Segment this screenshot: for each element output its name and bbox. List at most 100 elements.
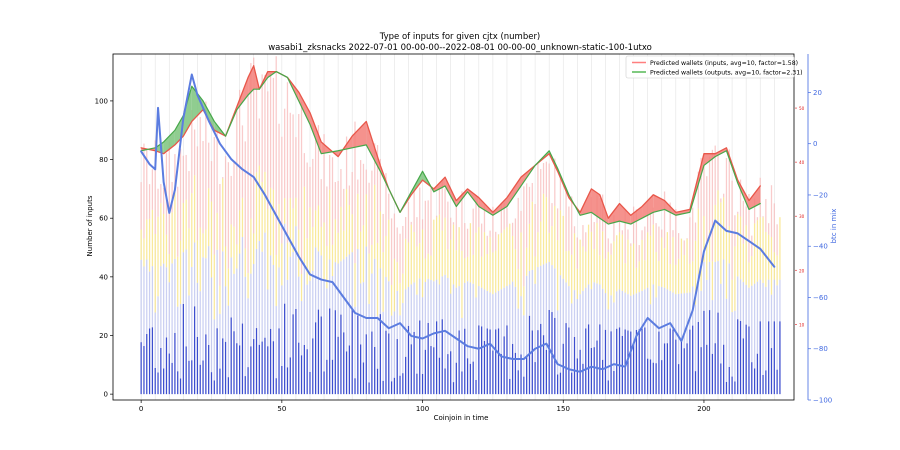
inputs-excess-fill (506, 177, 522, 207)
bar-segment (368, 253, 370, 304)
bar-segment (568, 206, 570, 251)
y-tick-label: 60 (99, 215, 108, 223)
bar-segment (284, 108, 286, 199)
bar-segment (154, 233, 156, 313)
bar-segment (193, 175, 196, 243)
bar-segment (227, 305, 230, 378)
bar-segment (571, 372, 573, 395)
bar-segment (163, 214, 165, 264)
bar-segment (680, 340, 683, 395)
bar-segment (762, 217, 764, 283)
bar-segment (309, 166, 311, 208)
bar-segment (216, 249, 218, 329)
bar-segment (745, 324, 747, 395)
bar-segment (441, 319, 443, 395)
bar-segment (759, 177, 761, 218)
bar-segment (286, 82, 289, 243)
bar-segment (607, 380, 609, 395)
bar-segment (641, 290, 643, 329)
bar-segment (717, 261, 719, 313)
bar-segment (692, 325, 694, 395)
bar-segment (281, 365, 283, 395)
bar-segment (458, 286, 460, 331)
bar-segment (503, 336, 505, 395)
bar-segment (658, 331, 660, 395)
bar-segment (146, 219, 148, 260)
bar-segment (737, 276, 739, 320)
bar-segment (182, 252, 184, 304)
bar-segment (596, 283, 598, 341)
y-tick-label: 40 (99, 273, 108, 281)
bar-segment (236, 244, 238, 269)
bar-segment (233, 331, 235, 395)
bar-segment (402, 273, 404, 304)
bar-segment (739, 179, 742, 217)
bar-segment (658, 286, 660, 332)
bar-segment (514, 249, 517, 287)
inputs-excess-fill (748, 185, 761, 210)
bar-segment (230, 257, 232, 318)
bar-segment (295, 308, 297, 395)
bar-segment (329, 259, 331, 309)
bar-segment (269, 328, 272, 395)
bar-segment (345, 351, 348, 395)
bar-segment (534, 283, 536, 363)
bar-segment (689, 329, 691, 395)
bar-segment (739, 216, 742, 280)
bar-segment (503, 287, 505, 337)
bar-segment (444, 274, 446, 369)
bar-segment (374, 258, 376, 347)
bar-segment (649, 212, 652, 236)
bar-segment (435, 321, 438, 395)
bar-segment (329, 189, 331, 260)
bar-segment (478, 204, 480, 228)
bar-segment (165, 234, 168, 268)
bar-segment (247, 273, 249, 299)
bar-segment (213, 319, 215, 381)
bar-segment (306, 162, 308, 239)
bar-segment (182, 303, 184, 395)
bar-segment (250, 346, 252, 395)
bar-segment (478, 325, 480, 395)
bar-segment (289, 198, 291, 257)
bar-segment (393, 311, 396, 378)
bar-segment (483, 204, 486, 233)
bar-segment (289, 112, 291, 199)
bar-segment (447, 249, 449, 279)
bar-segment (314, 138, 317, 211)
bar-segment (559, 210, 562, 276)
bar-segment (582, 363, 584, 395)
bar-segment (374, 143, 376, 185)
bar-segment (452, 382, 455, 395)
bar-segment (360, 160, 362, 232)
bar-segment (658, 226, 660, 262)
bar-segment (602, 231, 604, 289)
plot-frame (112, 53, 795, 401)
bar-segment (672, 292, 674, 330)
bar-segment (368, 303, 370, 383)
bar-segment (579, 239, 581, 295)
bar-segment (393, 258, 396, 312)
bar-segment (210, 201, 213, 278)
bar-segment (748, 194, 750, 263)
bar-segment (520, 210, 522, 233)
bar-segment (233, 226, 235, 274)
bar-segment (675, 264, 677, 295)
bar-segment (438, 357, 441, 395)
bar-segment (278, 123, 280, 205)
bar-segment (655, 363, 657, 395)
bar-segment (157, 372, 159, 395)
bar-segment (157, 188, 159, 217)
bar-segment (447, 354, 449, 395)
bar-segment (233, 162, 235, 227)
y3-tick-label: 10 (799, 322, 805, 327)
bar-segment (354, 378, 356, 395)
bar-segment (700, 290, 702, 348)
bar-segment (399, 375, 401, 395)
bar-segment (202, 360, 204, 395)
bar-segment (284, 303, 286, 395)
bar-segment (258, 344, 260, 395)
bar-segment (267, 289, 269, 347)
bar-segment (559, 275, 562, 373)
bar-segment (509, 284, 511, 379)
